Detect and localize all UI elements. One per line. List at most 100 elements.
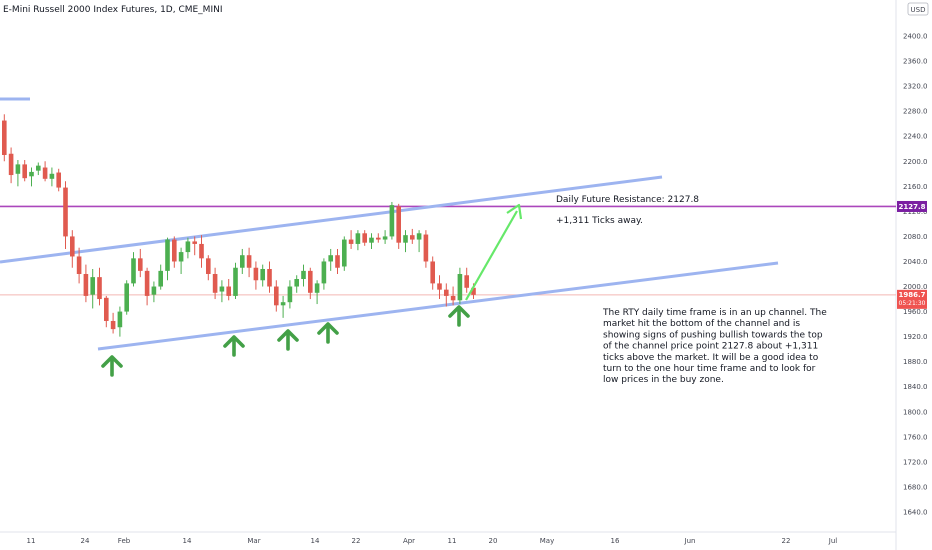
candle bbox=[253, 261, 259, 290]
support-arrow-3 bbox=[277, 329, 299, 351]
candle-body bbox=[199, 243, 204, 259]
candle-body bbox=[287, 286, 293, 303]
time-tick-label: Apr bbox=[403, 537, 415, 545]
candle-body bbox=[389, 205, 395, 237]
candle-body bbox=[410, 235, 415, 240]
candle bbox=[376, 233, 381, 243]
candle-body bbox=[42, 167, 48, 179]
chart-title: E-Mini Russell 2000 Index Futures, 1D, C… bbox=[3, 5, 223, 15]
support-arrow-5 bbox=[448, 305, 470, 327]
candle bbox=[165, 237, 170, 281]
candle bbox=[464, 267, 469, 293]
candle-body bbox=[314, 283, 320, 293]
candle-body bbox=[36, 165, 41, 171]
last-price-label: 1986.7 bbox=[898, 291, 925, 299]
candle-body bbox=[63, 187, 68, 237]
candle-body bbox=[416, 233, 422, 240]
channel-lower-line[interactable] bbox=[97, 261, 779, 351]
time-tick-label: May bbox=[540, 537, 554, 545]
candle bbox=[199, 235, 204, 268]
candle bbox=[362, 230, 367, 246]
resistance-price-badge bbox=[897, 200, 927, 212]
candle bbox=[267, 261, 272, 293]
candle bbox=[342, 236, 347, 271]
candle bbox=[382, 230, 388, 244]
candle-body bbox=[369, 237, 374, 243]
time-tick-label: 22 bbox=[782, 537, 791, 545]
candle-body bbox=[90, 277, 95, 295]
candle-body bbox=[450, 295, 456, 301]
price-tick-label: 2000.0 bbox=[903, 283, 928, 291]
currency-badge[interactable] bbox=[907, 2, 929, 16]
candle bbox=[444, 283, 449, 307]
price-tick-label: 1880.0 bbox=[903, 358, 928, 366]
price-tick-label: 2080.0 bbox=[903, 233, 928, 241]
analysis-line: of the channel price point 2127.8 about … bbox=[603, 342, 818, 352]
price-tick-label: 2400.0 bbox=[903, 33, 928, 41]
candle bbox=[403, 230, 408, 253]
time-tick-label: 22 bbox=[352, 537, 361, 545]
analysis-line: turn to the one hour time frame and to l… bbox=[603, 364, 816, 374]
candle bbox=[90, 268, 95, 309]
time-axis-ticks: 11 24 Feb 14 Mar 14 22 Apr 11 20 May 16 Jun 22 Jul bbox=[27, 537, 838, 545]
candle-body bbox=[267, 268, 272, 287]
candle-body bbox=[29, 171, 34, 177]
support-arrow-2 bbox=[223, 335, 245, 357]
candle bbox=[131, 252, 136, 287]
candle bbox=[314, 280, 320, 305]
candle bbox=[8, 147, 14, 184]
candle bbox=[437, 275, 442, 300]
time-tick-label: Mar bbox=[247, 537, 260, 545]
candle-body bbox=[260, 268, 265, 281]
candle-body bbox=[233, 267, 238, 296]
candle-body bbox=[308, 270, 313, 293]
candle-body bbox=[403, 235, 408, 243]
candle bbox=[29, 167, 34, 187]
candle bbox=[49, 167, 55, 187]
time-tick-label: 11 bbox=[27, 537, 36, 545]
candle bbox=[369, 233, 374, 249]
candle-body bbox=[321, 261, 327, 284]
candle bbox=[76, 247, 82, 284]
support-arrow-4 bbox=[317, 322, 339, 344]
resistance-price-label: 2127.8 bbox=[898, 203, 925, 211]
price-tick-label: 1960.0 bbox=[903, 308, 928, 316]
candle bbox=[423, 230, 429, 268]
candle-body bbox=[124, 283, 129, 312]
candle bbox=[396, 203, 401, 249]
candle-body bbox=[240, 255, 245, 268]
candle-body bbox=[165, 239, 170, 271]
candle bbox=[144, 267, 150, 306]
candle-body bbox=[294, 279, 299, 287]
candle-body bbox=[376, 237, 381, 240]
candle bbox=[36, 162, 41, 176]
candle-body bbox=[464, 275, 469, 288]
time-tick-label: 20 bbox=[489, 537, 498, 545]
candle bbox=[110, 312, 116, 334]
candle bbox=[274, 280, 279, 312]
candle-body bbox=[76, 256, 82, 274]
price-tick-label: 2320.0 bbox=[903, 83, 928, 91]
candle bbox=[185, 237, 191, 259]
channel-upper-line[interactable] bbox=[0, 175, 663, 264]
candle-body bbox=[104, 297, 109, 321]
candle-body bbox=[471, 287, 476, 295]
candle-body bbox=[8, 153, 14, 176]
candle bbox=[158, 264, 163, 290]
price-tick-label: 1840.0 bbox=[903, 383, 928, 391]
analysis-line: ticks above the market. It will be a goo… bbox=[603, 353, 819, 363]
candle-body bbox=[253, 267, 259, 281]
analysis-line: The RTY daily time frame is in an up cha… bbox=[602, 308, 827, 318]
candle bbox=[430, 256, 435, 290]
candle bbox=[240, 248, 245, 274]
candle-body bbox=[444, 289, 449, 296]
ticks-annotation: +1,311 Ticks away. bbox=[556, 216, 643, 226]
candle-body bbox=[15, 164, 21, 174]
candle bbox=[335, 248, 340, 274]
time-tick-label: Jun bbox=[684, 537, 696, 545]
candle bbox=[226, 279, 231, 301]
candle-body bbox=[437, 283, 442, 290]
candle-body bbox=[274, 286, 279, 306]
candle-body bbox=[206, 258, 211, 274]
candle bbox=[246, 247, 252, 278]
